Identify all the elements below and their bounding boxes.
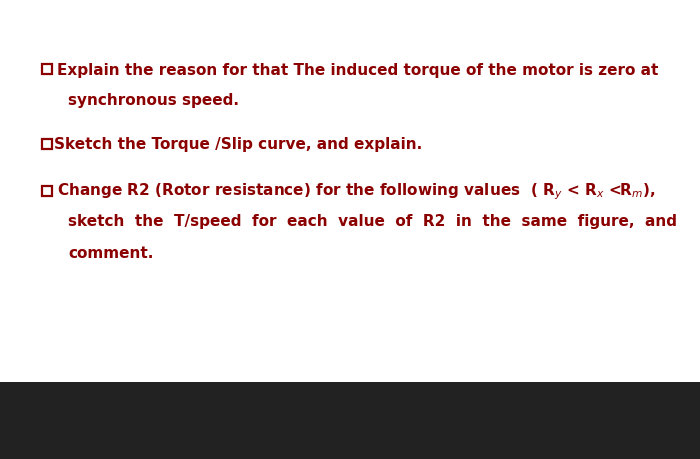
Text: sketch  the  T/speed  for  each  value  of  R2  in  the  same  figure,  and: sketch the T/speed for each value of R2 …	[68, 214, 677, 229]
Bar	[0, 382, 700, 459]
Text: synchronous speed.: synchronous speed.	[68, 92, 239, 107]
Text: Explain the reason for that The induced torque of the motor is zero at: Explain the reason for that The induced …	[57, 62, 659, 77]
Bar	[42, 187, 52, 196]
Text: comment.: comment.	[68, 246, 153, 261]
Text: Sketch the Torque /Slip curve, and explain.: Sketch the Torque /Slip curve, and expla…	[54, 137, 422, 152]
Bar	[42, 140, 52, 150]
Text: Change R2 (Rotor resistance) for the following values  ( R$_{y}$ < R$_{x}$ <R$_{: Change R2 (Rotor resistance) for the fol…	[57, 181, 656, 202]
Bar	[42, 65, 52, 75]
